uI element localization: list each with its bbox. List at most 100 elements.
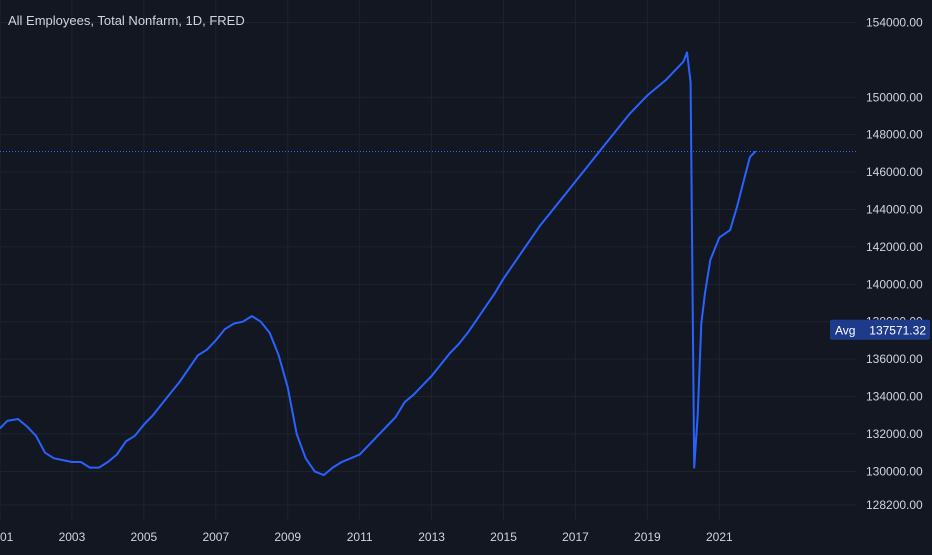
x-tick-label: 2009 (274, 530, 301, 544)
x-tick-label: 2017 (562, 530, 589, 544)
data-point (179, 380, 181, 383)
y-tick-label: 144000.00 (866, 202, 923, 216)
data-point (134, 435, 136, 437)
data-point (565, 191, 568, 194)
data-point (547, 214, 550, 216)
x-axis[interactable]: 2001 2003 2005 2007 2009 2011 2013 2015 2017 2019… (0, 530, 733, 544)
x-tick-label: 2005 (131, 530, 158, 544)
data-point (704, 292, 706, 295)
data-point (349, 457, 352, 460)
data-point (125, 440, 127, 443)
data-point (457, 343, 460, 346)
data-point (358, 453, 361, 456)
x-tick-label: 2015 (490, 530, 517, 544)
data-point (696, 414, 699, 417)
data-point (71, 461, 73, 463)
data-point (26, 425, 28, 428)
data-point (709, 259, 712, 261)
x-tick-label: 2007 (202, 530, 229, 544)
data-point (188, 367, 190, 370)
x-tick-label: 2003 (59, 530, 86, 544)
data-point (619, 124, 622, 127)
data-point (646, 94, 649, 97)
data-point (493, 292, 496, 295)
data-point (233, 322, 235, 325)
data-point (143, 423, 145, 426)
data-point (700, 322, 703, 325)
data-point (592, 158, 595, 160)
data-point (367, 444, 370, 447)
data-point (376, 435, 379, 437)
data-point (6, 420, 8, 422)
data-point (673, 70, 676, 72)
data-point (53, 457, 55, 460)
data-point (0, 427, 1, 430)
data-point (628, 113, 631, 115)
x-tick-label: 2021 (706, 530, 733, 544)
data-point (583, 169, 586, 171)
data-point (556, 203, 559, 205)
data-point (260, 320, 262, 323)
data-point (403, 401, 406, 404)
x-tick-label: 2013 (418, 530, 445, 544)
data-point (170, 392, 172, 394)
y-tick-label: 130000.00 (866, 464, 923, 478)
data-point (421, 384, 424, 387)
data-point (475, 319, 478, 321)
avg-badge: Avg 137571.32 (830, 319, 930, 340)
data-point (743, 176, 746, 179)
data-point (80, 461, 82, 463)
data-point (277, 354, 280, 357)
data-point (304, 457, 307, 460)
y-tick-label: 128200.00 (866, 498, 923, 512)
data-point (511, 264, 514, 267)
data-point (62, 459, 64, 461)
data-point (286, 386, 289, 389)
x-tick-label: 2011 (347, 530, 373, 544)
data-point (17, 418, 19, 420)
data-point (655, 87, 658, 89)
data-point (107, 461, 109, 463)
data-point (686, 51, 688, 54)
y-tick-label: 134000.00 (866, 390, 923, 404)
data-point (529, 238, 532, 241)
x-tick-label: 2019 (634, 530, 661, 544)
data-point (754, 150, 757, 153)
avg-badge-label: Avg (835, 324, 855, 338)
data-point (484, 306, 487, 308)
data-point (89, 466, 91, 469)
y-tick-label: 150000.00 (866, 90, 923, 104)
data-point (682, 60, 685, 63)
data-point (206, 349, 208, 351)
data-point (538, 225, 541, 228)
data-point (412, 393, 415, 396)
data-point (116, 453, 118, 456)
data-point (610, 135, 613, 138)
data-point (295, 433, 298, 435)
data-point (340, 461, 343, 463)
data-point (385, 425, 388, 428)
data-point (520, 251, 523, 254)
grid-lines (0, 0, 856, 520)
y-tick-label: 154000.00 (866, 15, 923, 29)
y-tick-label: 140000.00 (866, 277, 923, 291)
data-point (35, 435, 37, 437)
data-point (637, 103, 640, 106)
y-tick-label: 132000.00 (866, 427, 923, 441)
data-point (331, 466, 334, 469)
avg-badge-background (830, 319, 930, 340)
data-point (729, 229, 731, 231)
data-point (394, 416, 397, 418)
y-tick-label: 142000.00 (866, 240, 923, 254)
data-point (251, 315, 253, 317)
data-point (197, 354, 199, 357)
data-point (664, 79, 667, 82)
data-point (322, 474, 325, 476)
data-point (268, 332, 271, 334)
data-point (242, 320, 244, 323)
data-point (502, 277, 505, 280)
avg-badge-value: 137571.32 (869, 324, 926, 338)
